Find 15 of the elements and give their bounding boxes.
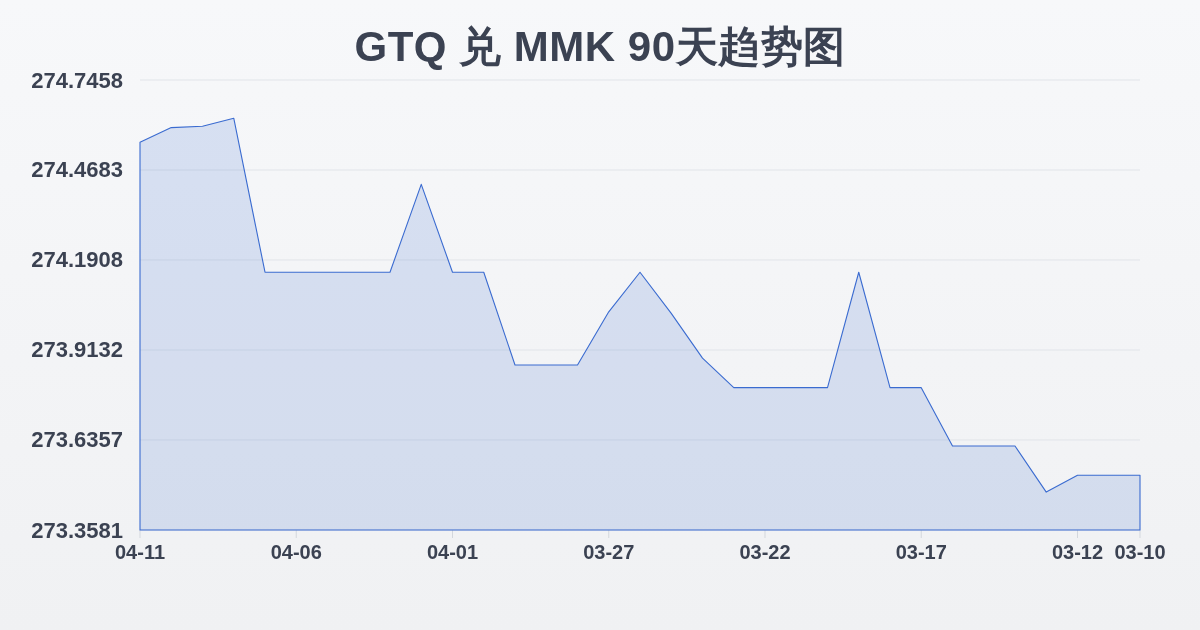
y-tick-label: 273.3581 xyxy=(31,517,123,543)
chart-title: GTQ 兑 MMK 90天趋势图 xyxy=(354,23,846,70)
y-tick-label: 274.1908 xyxy=(31,247,123,273)
x-tick-label: 03-12 xyxy=(1051,541,1104,563)
x-tick-label: 03-10 xyxy=(1114,541,1166,563)
y-tick-label: 274.7458 xyxy=(31,67,123,93)
x-tick-label: 03-17 xyxy=(895,541,947,563)
y-tick-label: 274.4683 xyxy=(31,157,123,183)
x-tick-label: 03-27 xyxy=(583,541,635,563)
x-tick-label: 04-11 xyxy=(114,541,166,563)
y-tick-label: 273.6357 xyxy=(31,427,123,453)
x-tick-label: 04-06 xyxy=(270,541,322,563)
x-tick-label: 03-22 xyxy=(739,541,791,563)
x-tick-label: 04-01 xyxy=(426,541,479,563)
y-tick-label: 273.9132 xyxy=(31,337,123,363)
